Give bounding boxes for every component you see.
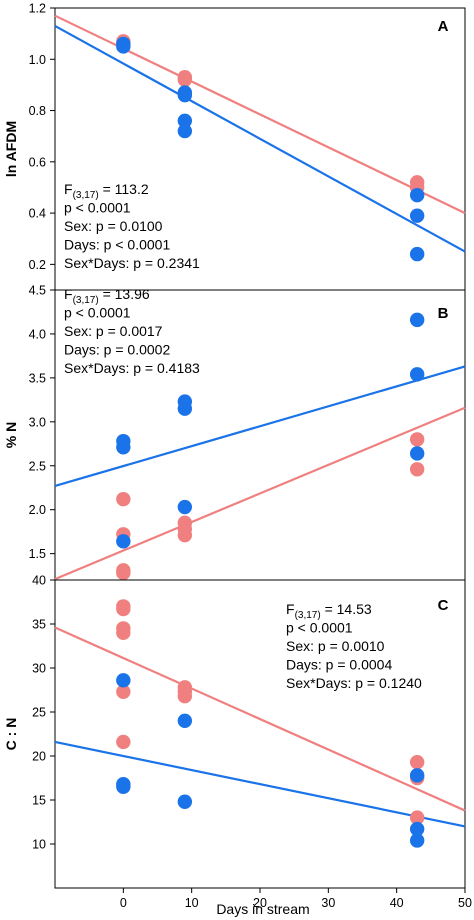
x-tick-label: 40 (390, 896, 404, 910)
y-tick-label: 35 (32, 618, 46, 632)
data-point (177, 713, 193, 728)
x-tick-label: 0 (120, 896, 127, 910)
data-point (116, 673, 131, 688)
data-point (409, 446, 425, 461)
y-axis-label: ln AFDM (3, 121, 19, 177)
data-point (116, 601, 131, 617)
panel-A: 0.2 0.4 0.6 0.8 1.0 1.2 ln AFDM A F(3,17) = 113.… (3, 2, 466, 291)
data-point (409, 833, 425, 848)
data-point (177, 794, 193, 809)
data-point (177, 87, 193, 103)
data-point (116, 440, 131, 455)
stat-line: Days: p < 0.0001 (64, 237, 170, 253)
data-point (409, 432, 425, 447)
y-tick-label: 3.0 (29, 415, 46, 429)
data-point (116, 39, 131, 54)
regression-line (54, 365, 466, 488)
y-tick-label: 1.0 (29, 53, 46, 67)
data-point (409, 768, 425, 783)
x-tick-label: 50 (458, 896, 472, 910)
panel-B: 1.5 2.0 2.5 3.0 3.5 4.0 4.5 % N B F(3,17) = 13.96… (3, 284, 466, 581)
data-point (116, 779, 131, 794)
stat-line: p < 0.0001 (64, 305, 131, 321)
data-point (177, 72, 193, 87)
stat-line: Sex*Days: p = 0.1240 (286, 675, 422, 691)
y-tick-label: 2.5 (29, 459, 46, 473)
data-point (409, 462, 425, 477)
y-tick-label: 4.5 (29, 284, 46, 298)
stat-line: Days: p = 0.0002 (64, 342, 170, 358)
data-point (409, 754, 425, 770)
regression-line (54, 626, 466, 812)
data-point (409, 208, 425, 223)
y-tick-label: 2.0 (29, 503, 46, 517)
data-point (409, 246, 425, 262)
stat-f-value: F(3,17) = 14.53 (286, 601, 372, 621)
x-tick-label: 30 (321, 896, 335, 910)
stat-line: Sex*Days: p = 0.2341 (64, 255, 200, 271)
stat-line: Sex: p = 0.0017 (64, 323, 163, 339)
panel-letter: B (438, 305, 449, 322)
y-tick-label: 1.5 (29, 547, 46, 561)
stat-line: Sex: p = 0.0100 (64, 218, 163, 234)
data-point (116, 491, 131, 507)
y-tick-label: 1.2 (29, 2, 46, 16)
data-point (409, 187, 425, 203)
data-point (409, 312, 425, 328)
data-point (177, 688, 193, 704)
y-tick-label: 0.6 (29, 155, 46, 169)
regression-line (54, 740, 466, 828)
y-tick-label: 0.2 (29, 258, 46, 272)
y-tick-label: 0.4 (29, 207, 46, 221)
x-axis-label: Days in stream (216, 901, 309, 917)
data-point (116, 565, 131, 581)
data-point (177, 499, 193, 515)
panel-letter: C (438, 597, 449, 614)
stat-f-value: F(3,17) = 13.96 (64, 286, 150, 306)
y-tick-label: 0.8 (29, 104, 46, 118)
y-axis-label: C : N (3, 718, 19, 751)
data-point (116, 734, 131, 750)
data-point (409, 810, 425, 825)
data-point (409, 821, 425, 837)
stat-f-value: F(3,17) = 113.2 (64, 181, 149, 201)
y-tick-label: 25 (32, 706, 46, 720)
regression-line (54, 24, 466, 253)
stat-line: Days: p = 0.0004 (286, 657, 392, 673)
y-tick-label: 20 (32, 750, 46, 764)
y-axis-label: % N (3, 422, 19, 448)
data-point (116, 625, 131, 640)
y-tick-label: 4.0 (29, 327, 46, 341)
y-tick-label: 10 (32, 838, 46, 852)
panel-C: 10 15 20 25 30 35 40 0 10 20 30 40 50 C : N C F(3,17) =… (3, 574, 472, 911)
stat-line: Sex*Days: p = 0.4183 (64, 360, 200, 376)
regression-line (54, 406, 466, 581)
data-point (116, 534, 131, 549)
panel-letter: A (438, 18, 449, 35)
stat-line: p < 0.0001 (286, 620, 353, 636)
data-point (116, 684, 131, 699)
y-tick-label: 40 (32, 574, 46, 588)
y-tick-label: 15 (32, 794, 46, 808)
y-tick-label: 30 (32, 662, 46, 676)
stat-line: p < 0.0001 (64, 200, 131, 216)
data-point (177, 527, 193, 543)
data-point (177, 401, 193, 416)
x-tick-label: 10 (185, 896, 199, 910)
data-point (177, 113, 193, 128)
data-point (409, 367, 425, 382)
data-point (177, 123, 193, 139)
y-tick-label: 3.5 (29, 371, 46, 385)
stat-line: Sex: p = 0.0010 (286, 638, 385, 654)
x-tick-label: 20 (253, 896, 267, 910)
